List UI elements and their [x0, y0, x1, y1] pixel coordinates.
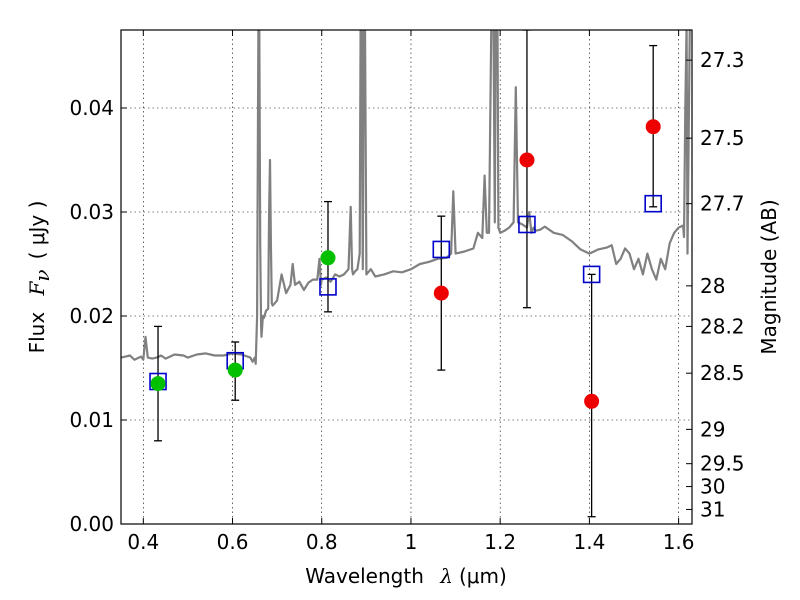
x-tick-label: 1.6 [663, 530, 695, 554]
observed-circle-point [645, 119, 661, 135]
y2-tick-label: 30 [700, 475, 725, 499]
y2-axis-label: Magnitude (AB) [757, 199, 781, 354]
x-tick-label: 1.4 [573, 530, 605, 554]
y-axis-label: Flux Fν( μJy ) [25, 201, 54, 354]
axis-ticks: 0.4 0.6 0.8 1 1.2 1.4 1.6 0.00 0.01 0.02 0.03 0.04 2… [69, 30, 745, 554]
y-tick-label: 0.02 [69, 304, 114, 328]
x-tick-label: 0.6 [217, 530, 249, 554]
data-points [149, 119, 662, 409]
y-tick-label: 0.00 [69, 512, 114, 536]
observed-circle-point [433, 285, 449, 301]
model-square-point [319, 278, 337, 296]
error-bars [154, 30, 658, 518]
model-square-point [518, 215, 536, 234]
y2-tick-label: 27.7 [700, 192, 745, 216]
plot-frame [120, 29, 693, 525]
x-axis-label: Wavelength λ (μm) [305, 564, 507, 588]
observed-circle-point [584, 393, 600, 409]
y-tick-label: 0.04 [69, 96, 114, 120]
y2-tick-label: 31 [700, 497, 725, 521]
model-square-point [644, 194, 662, 213]
x-tick-label: 1 [405, 530, 418, 554]
y2-tick-label: 27.5 [700, 126, 745, 150]
observed-circle-point [227, 362, 243, 378]
spectrum [121, 30, 691, 365]
y-tick-label: 0.03 [69, 200, 114, 224]
observed-circle-point [150, 376, 166, 392]
y2-tick-label: 28 [700, 274, 725, 298]
observed-circle-point [519, 152, 535, 168]
y2-tick-label: 28.5 [700, 361, 745, 385]
y2-tick-label: 27.3 [700, 48, 745, 72]
spectrum-line [121, 30, 691, 365]
y2-tick-label: 29.5 [700, 452, 745, 476]
model-square-point [432, 240, 451, 259]
y2-tick-label: 28.2 [700, 314, 745, 338]
y-tick-label: 0.01 [69, 408, 114, 432]
observed-circle-point [320, 250, 336, 266]
x-tick-label: 1.2 [484, 530, 516, 554]
x-tick-label: 0.4 [127, 530, 159, 554]
grid [121, 30, 692, 525]
model-square-point [582, 265, 601, 284]
y2-tick-label: 29 [700, 417, 725, 441]
x-tick-label: 0.8 [306, 530, 338, 554]
